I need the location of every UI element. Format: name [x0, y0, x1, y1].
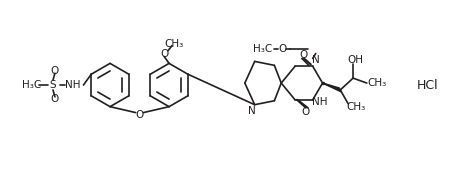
Text: O: O	[300, 49, 308, 60]
Text: S: S	[50, 80, 56, 90]
Text: NH: NH	[312, 97, 328, 107]
Text: OH: OH	[347, 55, 363, 65]
Text: O: O	[51, 94, 59, 104]
Text: O: O	[135, 110, 144, 120]
Polygon shape	[322, 83, 341, 92]
Text: CH₃: CH₃	[367, 78, 386, 88]
Text: NH: NH	[65, 80, 80, 90]
Text: HCl: HCl	[417, 79, 439, 92]
Text: H₃C: H₃C	[22, 80, 41, 90]
Text: N: N	[312, 55, 320, 65]
Text: CH₃: CH₃	[164, 39, 184, 49]
Text: H₃C: H₃C	[253, 44, 272, 54]
Text: CH₃: CH₃	[346, 102, 366, 112]
Text: O: O	[160, 49, 168, 58]
Text: O: O	[278, 44, 286, 54]
Text: O: O	[302, 107, 310, 117]
Text: O: O	[51, 66, 59, 76]
Text: N: N	[248, 106, 256, 116]
